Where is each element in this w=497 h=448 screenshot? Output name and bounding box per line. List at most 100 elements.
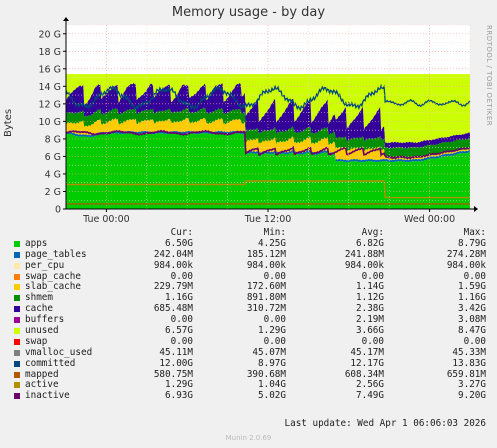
- legend-avg-value: 2.19M: [356, 314, 384, 326]
- legend-row-swap: swap 0.00 0.00 0.00 0.00: [12, 335, 490, 348]
- legend-swatch: [14, 284, 20, 291]
- legend-swatch: [14, 393, 20, 400]
- legend-row-slab-cache: slab_cache 229.79M 172.60M 1.14G 1.59G: [12, 282, 490, 293]
- legend-min-value: 5.02G: [258, 390, 286, 402]
- legend-cur-value: 6.93G: [165, 390, 193, 402]
- legend-min-value: 0.00: [263, 270, 286, 282]
- legend-avg-value: 241.88M: [344, 248, 384, 260]
- legend-cur-value: 685.48M: [153, 303, 193, 315]
- x-tick-label: Tue 00:00: [82, 214, 130, 225]
- legend-max-value: 3.42G: [458, 303, 486, 315]
- legend-max-value: 0.00: [463, 335, 486, 347]
- legend-max-value: 659.81M: [446, 368, 486, 380]
- legend-series-name: inactive: [25, 390, 70, 402]
- legend-swatch: [14, 360, 20, 367]
- legend-avg-value: 0.00: [361, 335, 384, 347]
- legend-series-name: cache: [25, 303, 53, 315]
- legend-min-value: 0.00: [263, 335, 286, 347]
- munin-version: Munin 2.0.69: [225, 434, 272, 442]
- legend-cur-value: 242.04M: [153, 248, 193, 260]
- legend-max-value: 3.27G: [458, 379, 486, 391]
- legend-cur-value: 0.00: [170, 335, 193, 347]
- line-committed: [65, 83, 471, 112]
- y-tick-label: 18 G: [39, 47, 61, 58]
- legend-cur-value: 45.11M: [159, 346, 193, 358]
- legend-swatch: [14, 349, 20, 356]
- y-tick-label: 4 G: [45, 169, 61, 180]
- legend-max-value: 274.28M: [446, 248, 486, 260]
- y-tick-label: 6 G: [45, 152, 61, 163]
- legend-min-value: 891.80M: [246, 292, 286, 304]
- legend-min-value: 310.72M: [246, 303, 286, 315]
- legend-row-mapped: mapped 580.75M 390.68M 608.34M 659.81M: [12, 368, 490, 381]
- x-tick-label: Tue 12:00: [244, 214, 292, 225]
- legend-row-vmalloc-used: vmalloc_used 45.11M 45.07M 45.17M 45.33M: [12, 346, 490, 359]
- legend-max-value: 0.00: [463, 270, 486, 282]
- legend-header-cur: Cur:: [170, 227, 193, 238]
- legend-swatch: [14, 328, 20, 335]
- legend-series-name: active: [25, 379, 59, 391]
- legend-max-value: 45.33M: [452, 346, 486, 358]
- rrdtool-credit: RRDTOOL / TOBI OETIKER: [485, 25, 493, 127]
- chart-lines: [65, 83, 471, 205]
- legend-header-max: Max:: [463, 227, 486, 238]
- legend-swatch: [14, 317, 20, 324]
- legend-row-buffers: buffers 0.00 0.00 2.19M 3.08M: [12, 314, 490, 326]
- y-tick-label: 20 G: [39, 29, 61, 40]
- legend-min-value: 8.97G: [258, 357, 286, 369]
- legend-swatch: [14, 262, 20, 269]
- y-tick-label: 10 G: [39, 117, 61, 128]
- legend-row-active: active 1.29G 1.04G 2.56G 3.27G: [12, 380, 490, 391]
- legend-avg-value: 6.82G: [356, 237, 384, 249]
- legend-avg-value: 1.12G: [356, 292, 384, 304]
- legend-swatch: [14, 371, 20, 378]
- legend-series-name: unused: [25, 325, 59, 337]
- legend-swatch: [14, 295, 20, 302]
- legend-avg-value: 3.66G: [356, 325, 384, 337]
- legend-series-name: swap_cache: [25, 270, 81, 282]
- legend-swatch: [14, 240, 20, 247]
- legend-row-committed: committed 12.00G 8.97G 12.17G 13.83G: [12, 357, 490, 370]
- chart-axes: 0 2 G 4 G 6 G 8 G 10 G 12 G 14 G 16 G 18 G 20 G Tue…: [39, 17, 478, 225]
- legend-cur-value: 1.29G: [165, 379, 193, 391]
- legend-max-value: 1.16G: [458, 292, 486, 304]
- legend-avg-value: 45.17M: [350, 346, 384, 358]
- legend-row-cache: cache 685.48M 310.72M 2.38G 3.42G: [12, 303, 490, 315]
- legend-cur-value: 229.79M: [153, 281, 193, 293]
- legend-series-name: buffers: [25, 314, 65, 326]
- legend-row-inactive: inactive 6.93G 5.02G 7.49G 9.20G: [12, 390, 490, 402]
- legend-swatch: [14, 306, 20, 313]
- legend-row-swap-cache: swap_cache 0.00 0.00 0.00 0.00: [12, 270, 490, 283]
- legend-series-name: committed: [25, 357, 76, 369]
- y-tick-label: 8 G: [45, 134, 61, 145]
- legend-max-value: 8.47G: [458, 325, 486, 337]
- legend-series-name: mapped: [25, 368, 59, 380]
- legend-max-value: 8.79G: [458, 237, 486, 249]
- legend-row-apps: apps 6.50G 4.25G 6.82G 8.79G: [12, 237, 490, 250]
- legend-row-unused: unused 6.57G 1.29G 3.66G 8.47G: [12, 325, 490, 337]
- legend-header-min: Min:: [263, 227, 286, 238]
- legend-min-value: 1.29G: [258, 325, 286, 337]
- legend-avg-value: 2.56G: [356, 379, 384, 391]
- legend-cur-value: 6.50G: [165, 237, 193, 249]
- legend-max-value: 3.08M: [458, 314, 486, 326]
- legend-header: Cur: Min: Avg: Max:: [12, 227, 490, 239]
- legend-min-value: 185.12M: [246, 248, 286, 260]
- legend-swatch: [14, 382, 20, 389]
- legend-cur-value: 12.00G: [159, 357, 193, 369]
- chart-grid: [65, 24, 471, 209]
- x-tick-label: Wed 00:00: [404, 214, 455, 225]
- chart-title: Memory usage - by day: [171, 5, 326, 20]
- legend-row-page-tables: page_tables 242.04M 185.12M 241.88M 274.28M: [12, 248, 490, 261]
- legend-min-value: 0.00: [263, 314, 286, 326]
- legend-cur-value: 1.16G: [165, 292, 193, 304]
- y-tick-label: 12 G: [39, 99, 61, 110]
- area-slab-cache: [66, 117, 470, 161]
- y-tick-label: 16 G: [39, 64, 61, 75]
- area-apps: [66, 132, 470, 209]
- legend-max-value: 9.20G: [458, 390, 486, 402]
- legend-min-value: 1.04G: [258, 379, 286, 391]
- legend-cur-value: 580.75M: [153, 368, 193, 380]
- memory-chart: 0 2 G 4 G 6 G 8 G 10 G 12 G 14 G 16 G 18 G 20 G Tue…: [39, 17, 478, 225]
- legend-min-value: 390.68M: [246, 368, 286, 380]
